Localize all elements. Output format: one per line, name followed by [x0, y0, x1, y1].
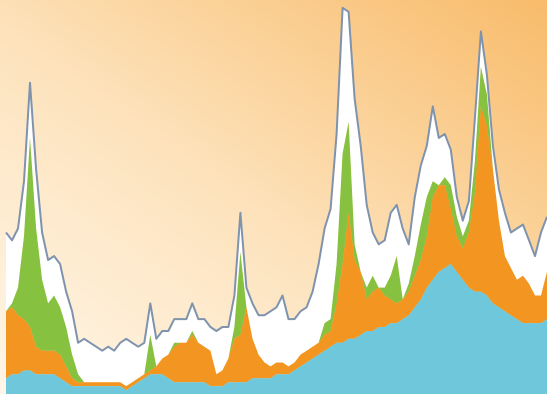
series-layer — [6, 7, 547, 394]
total-outline-line — [5, 6, 547, 352]
area-series-2 — [6, 106, 547, 391]
area-series-4 — [6, 7, 547, 387]
area-series-3 — [6, 67, 547, 387]
area-series-1 — [6, 264, 547, 394]
